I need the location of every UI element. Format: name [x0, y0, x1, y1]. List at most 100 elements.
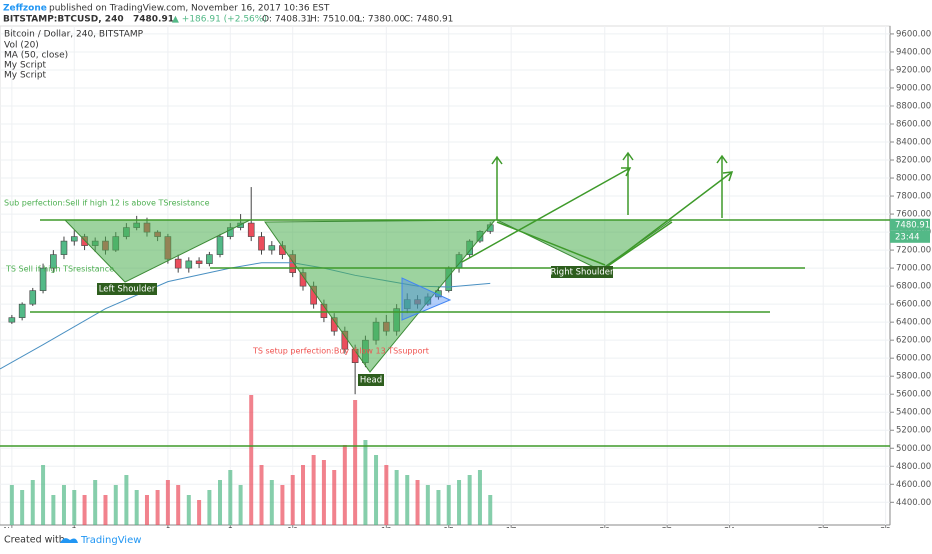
volume-bar	[165, 480, 170, 525]
y-tick-label: 9200.00	[896, 65, 931, 75]
head-shape	[264, 219, 497, 373]
indicator-label: MA (50, close)	[4, 51, 68, 61]
indicator-label: Vol (20)	[4, 41, 39, 51]
y-tick-label: 7600.00	[896, 210, 931, 220]
y-tick-label: 8800.00	[896, 101, 931, 111]
volume-bar	[405, 475, 410, 525]
candle-body	[60, 240, 68, 255]
y-tick-label: 4400.00	[896, 498, 931, 508]
candle-body	[268, 245, 276, 251]
volume-bar	[113, 485, 118, 525]
candle-body	[18, 303, 26, 318]
volume-bar	[218, 480, 223, 525]
volume-bar	[134, 490, 139, 525]
last-price-label: 7480.91	[895, 220, 930, 230]
y-tick-label: 6200.00	[896, 336, 931, 346]
volume-bar	[93, 480, 98, 525]
volume-bar	[353, 400, 358, 525]
candle-body	[195, 260, 203, 264]
volume-bar	[82, 495, 87, 525]
volume-bar	[176, 485, 181, 525]
y-tick-label: 7000.00	[896, 264, 931, 274]
y-tick-label: 8400.00	[896, 138, 931, 148]
volume-bar	[363, 440, 368, 525]
countdown: 23:44	[895, 232, 920, 242]
volume-bar	[332, 470, 337, 525]
pattern-label-box	[97, 283, 157, 295]
symbol: BITSTAMP:BTCUSD, 240	[3, 15, 124, 25]
volume-bar	[290, 475, 295, 525]
y-tick-label: 5200.00	[896, 426, 931, 436]
volume-bar	[155, 490, 160, 525]
ohlc: O: 7408.31	[262, 15, 312, 25]
pattern-label: Head	[360, 376, 382, 386]
countdown-box	[890, 230, 930, 243]
y-tick-label: 6600.00	[896, 300, 931, 310]
y-tick-label: 9000.00	[896, 83, 931, 93]
y-tick-label: 4800.00	[896, 462, 931, 472]
pattern-label: Right Shoulder	[551, 268, 614, 278]
y-tick-label: 6000.00	[896, 354, 931, 364]
candle-body	[70, 236, 78, 242]
volume-bar	[144, 495, 149, 525]
volume-bar	[342, 445, 347, 525]
indicator-label: My Script	[4, 71, 47, 81]
candle-body	[206, 254, 213, 264]
candle-body	[216, 236, 224, 255]
volume-bar	[425, 485, 430, 525]
y-tick-label: 5400.00	[896, 408, 931, 418]
volume-bar	[321, 460, 326, 525]
last-price-box	[890, 218, 930, 231]
volume-bar	[238, 485, 243, 525]
y-tick-label: 8200.00	[896, 156, 931, 166]
y-tick-label: 6800.00	[896, 282, 931, 292]
candle-body	[50, 254, 57, 269]
y-tick-label: 5000.00	[896, 444, 931, 454]
arrows	[461, 151, 734, 269]
volume-bar	[228, 470, 233, 525]
volume-bar	[446, 485, 451, 525]
volume-bar	[280, 485, 285, 525]
published: published on TradingView.com, November 1…	[49, 4, 330, 14]
candle-body	[247, 222, 255, 237]
volume-bar	[41, 465, 46, 525]
candle-body	[39, 267, 47, 291]
triangle-shape	[401, 277, 452, 321]
y-tick-label: 6400.00	[896, 318, 931, 328]
footer-bar	[0, 528, 932, 550]
drawings	[0, 151, 890, 447]
logo	[60, 538, 78, 543]
last: 7480.91	[133, 15, 174, 25]
pattern-label-box	[358, 374, 384, 386]
volume-bar	[384, 465, 389, 525]
volume-bar	[301, 465, 306, 525]
footer-brand[interactable]: TradingView	[80, 535, 141, 546]
pattern-label: Left Shoulder	[99, 285, 156, 295]
y-tick-label: 5600.00	[896, 390, 931, 400]
volume-bar	[103, 495, 108, 525]
volume-bar	[467, 475, 472, 525]
volume-bar	[249, 395, 254, 525]
volume-bar	[20, 490, 25, 525]
y-tick-label: 8000.00	[896, 174, 931, 184]
author[interactable]: Zeffzone	[3, 4, 47, 14]
volume-bar	[72, 490, 77, 525]
change: ▲ +186.91 (+2.56%)	[172, 15, 267, 25]
candle-body	[174, 258, 182, 269]
candle-body	[258, 236, 265, 251]
candle-body	[29, 290, 37, 305]
pattern-label-box	[551, 266, 613, 278]
y-tick-label: 4600.00	[896, 480, 931, 490]
y-tick-label: 9600.00	[896, 29, 931, 39]
volume-bar	[259, 465, 264, 525]
annotation: TS Sell if high TSresistance	[5, 265, 114, 274]
volume-bar	[394, 470, 399, 525]
volume-bar	[415, 480, 420, 525]
ohlc: L: 7380.00	[357, 15, 405, 25]
volume-bar	[9, 485, 14, 525]
y-tick-label: 7800.00	[896, 192, 931, 202]
indicator-label: My Script	[4, 61, 47, 71]
candle-body	[185, 260, 193, 269]
